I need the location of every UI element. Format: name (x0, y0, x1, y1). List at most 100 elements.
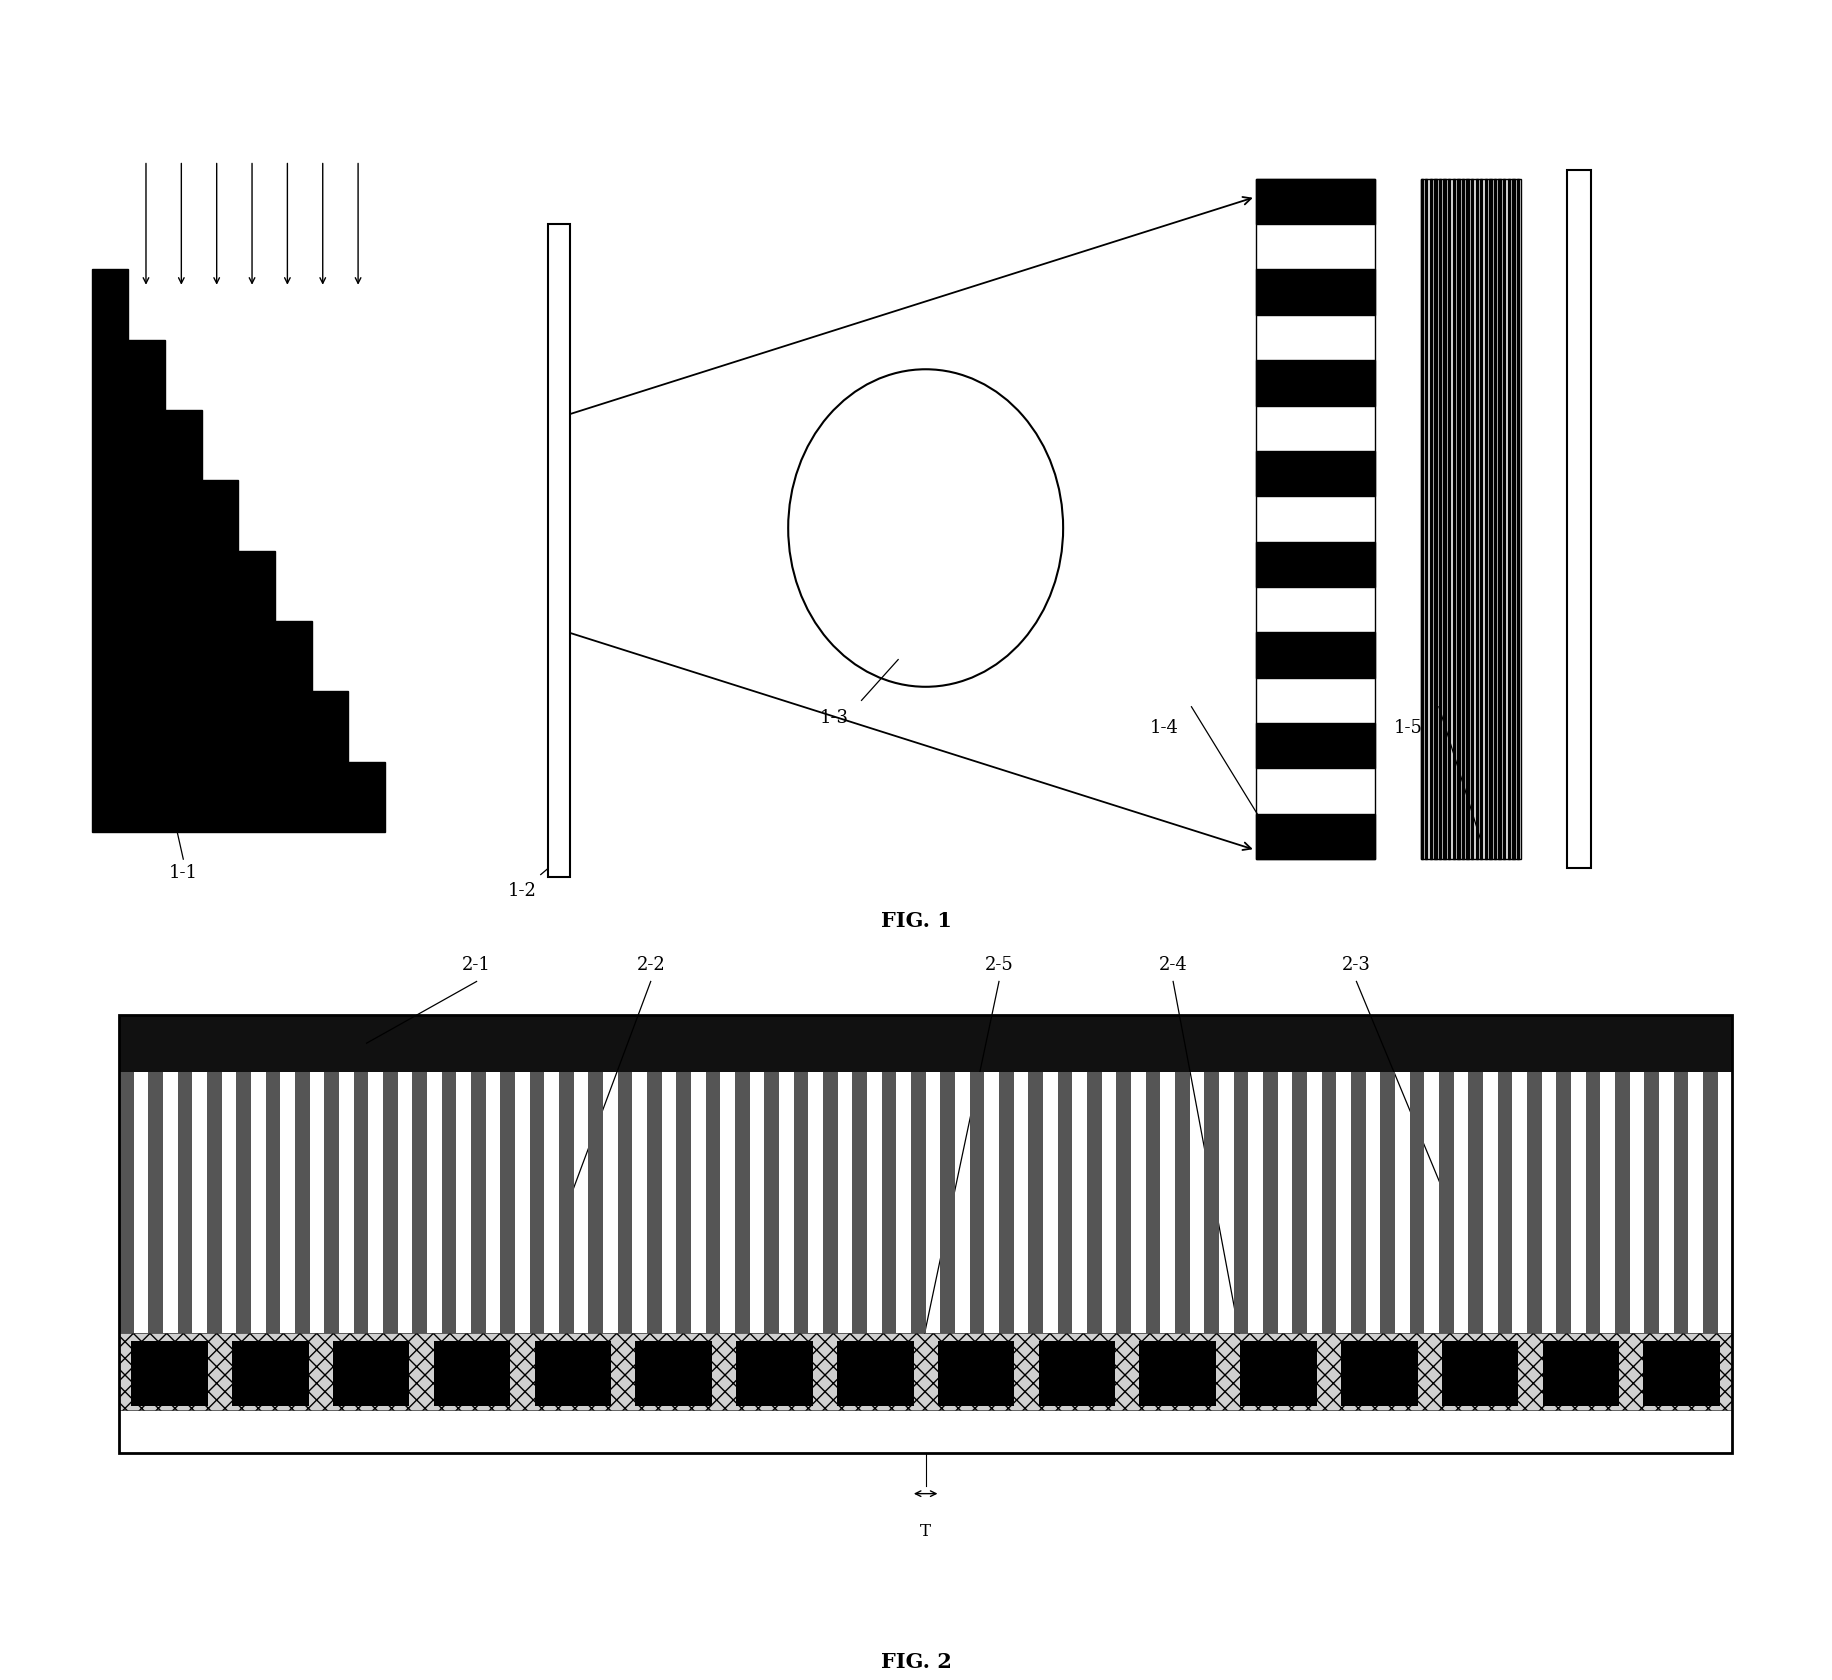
Bar (1255, 360, 1374, 405)
Bar (1438, 178, 1440, 858)
Bar (178, 1072, 192, 1334)
Bar (1462, 178, 1464, 858)
Bar (1028, 1072, 1042, 1334)
Bar (1086, 1072, 1101, 1334)
Text: 2-2: 2-2 (636, 956, 665, 974)
Bar (852, 1072, 867, 1334)
Bar (434, 1341, 509, 1406)
Bar (647, 1072, 661, 1334)
Polygon shape (92, 269, 385, 832)
Text: FIG. 2: FIG. 2 (881, 1651, 951, 1672)
Bar (1502, 178, 1504, 858)
Bar (354, 1072, 368, 1334)
Bar (471, 1072, 485, 1334)
Bar (1543, 1341, 1618, 1406)
Bar (1467, 1072, 1482, 1334)
Bar (1233, 1072, 1248, 1334)
Text: 1-5: 1-5 (1392, 719, 1422, 736)
Bar (266, 1072, 280, 1334)
Bar (1204, 1072, 1218, 1334)
Bar (1585, 1072, 1599, 1334)
Bar (1420, 178, 1422, 858)
Bar (412, 1072, 427, 1334)
Bar (1350, 1072, 1365, 1334)
Text: 1-2: 1-2 (507, 882, 537, 900)
Bar (233, 1341, 308, 1406)
Bar (617, 1072, 632, 1334)
Bar (837, 1341, 912, 1406)
Text: FIG. 1: FIG. 1 (881, 911, 951, 931)
Bar (1643, 1072, 1658, 1334)
Bar (119, 1015, 1731, 1072)
Bar (1255, 178, 1374, 858)
Bar (705, 1072, 720, 1334)
Bar (1255, 632, 1374, 677)
Bar (1255, 813, 1374, 858)
Bar (1255, 541, 1374, 586)
Bar (1566, 170, 1590, 869)
Bar (1480, 178, 1482, 858)
Bar (1433, 178, 1436, 858)
Bar (119, 1072, 1731, 1334)
Bar (1292, 1072, 1306, 1334)
Bar (1140, 1341, 1215, 1406)
Bar (764, 1072, 779, 1334)
Bar (1517, 178, 1519, 858)
Bar (559, 1072, 573, 1334)
Bar (1702, 1072, 1717, 1334)
Bar (1341, 1341, 1416, 1406)
Bar (1116, 1072, 1130, 1334)
Bar (1475, 178, 1477, 858)
Bar (588, 1072, 603, 1334)
Bar (132, 1341, 207, 1406)
Text: T: T (920, 1524, 931, 1541)
Bar (119, 1334, 1731, 1410)
Bar (1255, 178, 1374, 223)
Bar (207, 1072, 222, 1334)
Bar (1497, 178, 1500, 858)
Bar (1425, 178, 1427, 858)
Text: 1-3: 1-3 (819, 709, 848, 727)
Bar (383, 1072, 398, 1334)
Bar (735, 1072, 749, 1334)
Bar (1447, 178, 1449, 858)
Bar (1145, 1072, 1160, 1334)
Bar (1262, 1072, 1277, 1334)
Bar (442, 1072, 456, 1334)
Bar (676, 1072, 691, 1334)
Bar (1429, 178, 1431, 858)
Bar (119, 1072, 134, 1334)
Bar (911, 1072, 925, 1334)
Bar (1321, 1072, 1336, 1334)
Bar (119, 1015, 1731, 1453)
Bar (1673, 1072, 1687, 1334)
Bar (1526, 1072, 1541, 1334)
Bar (324, 1072, 339, 1334)
Bar (1174, 1072, 1189, 1334)
Bar (1379, 1072, 1394, 1334)
Bar (1255, 722, 1374, 768)
Bar (1614, 1072, 1629, 1334)
Bar (500, 1072, 515, 1334)
Bar (736, 1341, 812, 1406)
Bar (1484, 178, 1486, 858)
Bar (881, 1072, 896, 1334)
Bar (1555, 1072, 1570, 1334)
Bar (1255, 450, 1374, 496)
Bar (295, 1072, 310, 1334)
Bar (1469, 178, 1473, 858)
Bar (1466, 178, 1467, 858)
Bar (148, 1072, 163, 1334)
Bar (1493, 178, 1495, 858)
Text: 2-5: 2-5 (984, 956, 1013, 974)
Bar (1488, 178, 1491, 858)
Bar (1511, 178, 1513, 858)
Bar (1039, 1341, 1114, 1406)
Bar (119, 1334, 1731, 1410)
Bar (636, 1341, 711, 1406)
Text: 2-1: 2-1 (462, 956, 491, 974)
Text: 2-4: 2-4 (1158, 956, 1187, 974)
Bar (969, 1072, 984, 1334)
Bar (333, 1341, 409, 1406)
Bar (1420, 178, 1521, 858)
